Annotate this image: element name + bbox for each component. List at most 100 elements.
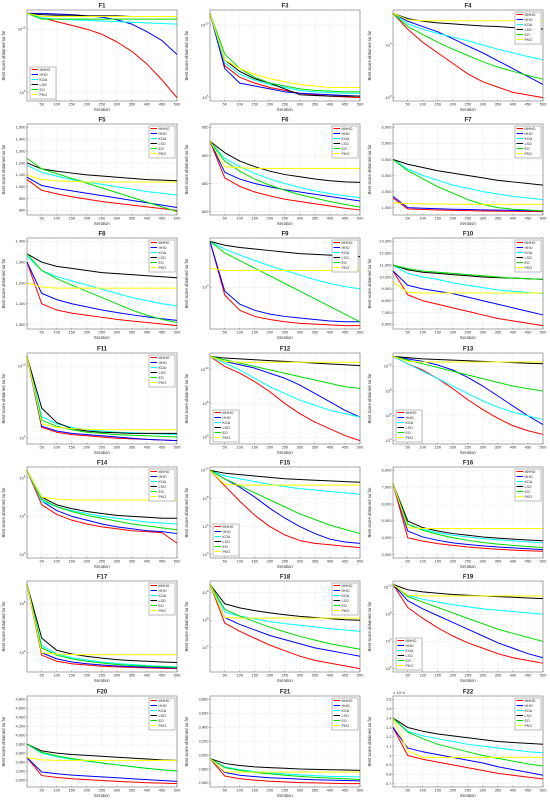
y-tick-label: 3,200 [198,738,209,743]
legend-label-koa: KOA [525,23,533,27]
series-line-mhho [209,758,360,785]
series-line-eo [26,253,178,323]
series-line-koa [392,717,544,754]
legend-label-eo: EO [223,431,228,435]
chart-panel-f17: F17 50 100 150 200 250 300 350 400 450 500 104 106 It… [0,571,183,685]
x-tick-label: 300 [480,673,487,678]
chart-svg: F3 50 100 150 200 250 300 350 400 450 500 105 1010 It… [184,4,364,113]
y-tick-label: 1010 [384,363,392,369]
y-tick-label: 7,000 [381,485,392,490]
legend-label-mhho: MHHO [525,699,536,703]
x-tick-label: 200 [83,788,90,793]
x-tick-label: 500 [174,445,181,450]
legend-box [514,468,542,502]
series-line-lso [26,743,178,761]
y-tick-label: 108 [19,474,25,480]
legend-label-hho: HHO [406,416,414,420]
x-tick-label: 350 [495,445,502,450]
x-axis-label: Iteration [460,221,476,226]
x-tick-label: 150 [68,330,75,335]
x-tick-label: 150 [251,788,258,793]
plot-frame [392,352,544,445]
x-tick-label: 150 [251,559,258,564]
x-tick-label: 100 [236,559,243,564]
x-tick-label: 400 [327,445,334,450]
series-line-eo [392,717,544,767]
legend-label-mhho: MHHO [406,411,417,415]
x-tick-label: 450 [525,216,532,221]
series-line-eo [209,584,361,650]
chart-svg: F5 50 100 150 200 250 300 350 400 450 500 800 900 1,0… [1,118,181,227]
y-tick-label: 1,200 [15,160,26,165]
y-tick-label: 800 [202,209,209,214]
x-tick-label: 150 [251,673,258,678]
y-tick-label: 1,100 [15,172,26,177]
x-tick-label: 100 [53,330,60,335]
legend-label-hho: HHO [40,73,48,77]
y-tick-label: 2,000 [381,189,392,194]
legend-label-pko: PKO [342,609,350,613]
legend-label-pko: PKO [525,724,533,728]
y-tick-label: 12,000 [379,251,392,256]
x-tick-label: 150 [68,788,75,793]
x-tick-label: 450 [159,445,166,450]
series-line-koa [209,758,361,778]
y-tick-label: 108 [385,387,391,393]
x-tick-label: 300 [297,216,304,221]
x-tick-label: 50 [223,102,228,107]
legend-label-eo: EO [159,490,164,494]
series-line-hho [209,13,361,97]
legend-label-eo: EO [342,604,347,608]
x-tick-label: 250 [465,788,472,793]
y-tick-label: 109 [202,589,208,595]
y-tick-label: 104 [385,437,391,443]
series-line-hho [26,470,178,535]
legend-label-lso: LSO [525,485,532,489]
chart-panel-f10: F10 50 100 150 200 250 300 350 400 450 500 6,000 7,0… [366,228,549,342]
legend-label-pko: PKO [40,93,48,97]
x-tick-label: 150 [68,102,75,107]
legend-label-mhho: MHHO [525,127,536,131]
y-tick-label: 104 [19,435,25,441]
y-tick-label: 3,400 [15,759,26,764]
plot-frame [209,352,361,445]
x-tick-label: 250 [99,330,106,335]
x-tick-label: 400 [510,559,517,564]
legend-label-pko: PKO [525,152,533,156]
x-tick-label: 350 [495,673,502,678]
legend-box [331,697,359,731]
y-tick-label: 1010 [201,21,209,27]
x-tick-label: 450 [159,216,166,221]
series-line-mhho [26,470,178,544]
legend-label-koa: KOA [40,78,48,82]
chart-title: F14 [97,461,108,467]
y-tick-label: 106 [19,600,25,606]
y-tick-label: 1.3 [386,725,392,730]
x-tick-label: 50 [40,102,45,107]
y-tick-label: 3,000 [381,173,392,178]
legend-label-mhho: MHHO [159,356,170,360]
legend-box [148,697,176,731]
legend-label-hho: HHO [525,18,533,22]
legend-box [148,354,176,388]
legend-label-pko: PKO [406,664,414,668]
x-tick-label: 100 [53,673,60,678]
x-tick-label: 500 [174,673,181,678]
x-tick-label: 250 [465,559,472,564]
x-axis-label: Iteration [277,450,293,455]
x-tick-label: 400 [144,330,151,335]
x-tick-label: 350 [129,330,136,335]
chart-panel-f7: F7 50 100 150 200 250 300 350 400 450 500 1,000 2,00… [366,114,549,228]
x-axis-label: Iteration [94,564,110,569]
legend-label-pko: PKO [342,266,350,270]
x-tick-label: 500 [174,216,181,221]
chart-svg: F4 50 100 150 200 250 300 350 400 450 500 103 104 Ite… [367,4,547,113]
series-line-lso [209,13,360,97]
legend-label-koa: KOA [159,137,167,141]
legend-label-pko: PKO [159,724,167,728]
x-tick-label: 200 [266,102,273,107]
series-line-hho [209,241,360,323]
legend-label-hho: HHO [406,644,414,648]
